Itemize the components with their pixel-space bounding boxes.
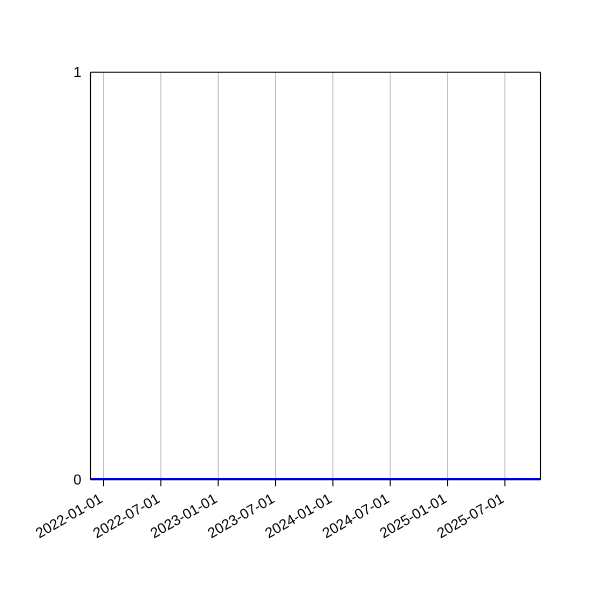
svg-text:0: 0	[73, 473, 81, 489]
svg-text:1: 1	[73, 65, 81, 81]
